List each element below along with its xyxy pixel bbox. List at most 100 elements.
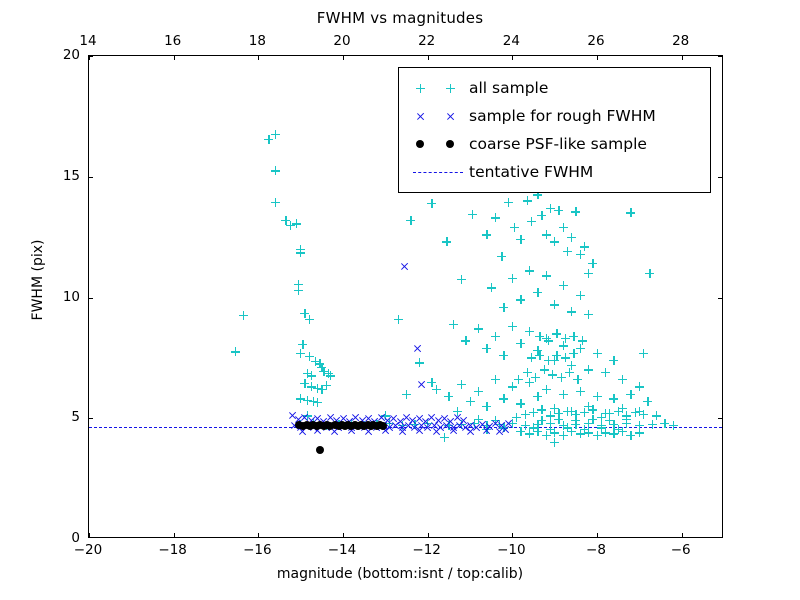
data-point-plus xyxy=(270,166,280,176)
legend-item[interactable]: coarse PSF-like sample xyxy=(407,130,700,158)
data-point-plus xyxy=(560,353,570,363)
data-point-cross xyxy=(353,421,362,430)
x-tick-label-bottom: −6 xyxy=(670,542,691,558)
data-point-cross xyxy=(364,414,373,423)
data-point-plus xyxy=(321,420,331,430)
x-tick-label-bottom: −18 xyxy=(158,542,187,558)
data-point-plus xyxy=(482,420,492,430)
data-point-dot xyxy=(330,421,339,430)
x-tick-bottom xyxy=(681,533,683,537)
data-point-plus xyxy=(634,420,644,430)
data-point-plus xyxy=(550,428,560,438)
data-point-plus xyxy=(302,395,312,405)
y-tick xyxy=(89,176,93,178)
data-point-plus xyxy=(304,352,314,362)
page-title: FWHM vs magnitudes xyxy=(316,9,484,27)
data-point-plus xyxy=(600,408,610,418)
x-tick-label-top: 16 xyxy=(164,33,182,49)
x-tick-label-top: 14 xyxy=(79,33,97,49)
data-point-plus xyxy=(285,220,295,230)
data-point-plus xyxy=(482,343,492,353)
data-point-plus xyxy=(507,273,517,283)
data-point-cross xyxy=(300,413,309,422)
legend-item[interactable]: all sample xyxy=(407,74,700,102)
data-point-plus xyxy=(550,404,560,414)
data-point-plus xyxy=(359,420,369,430)
data-point-plus xyxy=(486,283,496,293)
data-point-plus xyxy=(465,396,475,406)
y-tick xyxy=(89,418,93,420)
data-point-cross xyxy=(298,427,307,436)
data-point-plus xyxy=(306,371,316,381)
data-point-plus xyxy=(550,237,560,247)
data-point-cross xyxy=(326,413,335,422)
data-point-plus xyxy=(634,428,644,438)
data-point-plus xyxy=(634,382,644,392)
data-point-plus xyxy=(406,215,416,225)
data-point-cross xyxy=(400,262,409,271)
data-point-plus xyxy=(592,392,602,401)
data-point-plus xyxy=(524,326,534,336)
data-point-plus xyxy=(522,196,532,206)
data-point-plus xyxy=(302,411,312,421)
data-point-plus xyxy=(448,319,458,329)
data-point-plus xyxy=(617,404,627,414)
data-point-cross xyxy=(408,416,417,425)
data-point-plus xyxy=(558,280,568,290)
data-point-plus xyxy=(490,416,500,426)
data-point-plus xyxy=(296,348,306,358)
legend-item[interactable]: sample for rough FWHM xyxy=(407,102,700,130)
data-point-plus xyxy=(605,416,615,426)
legend-marker-plus-icon xyxy=(407,78,469,98)
data-point-plus xyxy=(300,308,310,318)
data-point-plus xyxy=(442,237,452,247)
data-point-plus xyxy=(643,396,653,406)
legend-item[interactable]: tentative FWHM xyxy=(407,158,700,186)
data-point-dot xyxy=(376,421,385,429)
x-tick-label-top: 20 xyxy=(333,33,351,49)
legend-label: coarse PSF-like sample xyxy=(469,135,647,153)
data-point-plus xyxy=(584,268,594,278)
data-point-plus xyxy=(596,420,606,430)
data-point-plus xyxy=(552,329,562,339)
data-point-plus xyxy=(567,406,577,416)
data-point-plus xyxy=(562,406,572,416)
data-point-plus xyxy=(579,242,589,252)
legend-cross-icon xyxy=(446,112,455,121)
data-point-plus xyxy=(592,348,602,358)
data-point-cross xyxy=(497,421,506,430)
x-tick-bottom xyxy=(258,533,260,537)
data-point-cross xyxy=(389,414,398,423)
data-point-plus xyxy=(609,429,619,439)
data-point-plus xyxy=(444,420,454,430)
data-point-plus xyxy=(298,340,308,350)
data-point-cross xyxy=(345,417,354,426)
data-point-plus xyxy=(402,389,411,399)
data-point-plus xyxy=(397,420,407,430)
data-point-plus xyxy=(323,369,333,379)
data-point-plus xyxy=(302,369,312,379)
data-point-cross xyxy=(495,427,504,436)
data-point-plus xyxy=(531,372,541,382)
y-tick-label: 10 xyxy=(62,288,80,305)
data-point-plus xyxy=(558,341,568,351)
data-point-plus xyxy=(543,336,553,346)
data-point-plus xyxy=(239,311,249,321)
data-point-plus xyxy=(499,394,509,404)
data-point-plus xyxy=(509,222,519,232)
data-point-plus xyxy=(562,423,572,433)
data-point-plus xyxy=(548,370,558,380)
x-tick-label-bottom: −10 xyxy=(497,542,526,558)
data-point-plus xyxy=(588,405,598,415)
data-point-plus xyxy=(584,428,594,438)
data-point-cross xyxy=(423,423,432,432)
data-point-plus xyxy=(579,407,589,417)
data-point-dot xyxy=(294,421,303,429)
data-point-plus xyxy=(543,355,553,365)
legend-plus-icon xyxy=(445,83,455,93)
data-point-plus xyxy=(516,235,526,245)
data-point-plus xyxy=(529,423,538,433)
data-point-cross xyxy=(309,423,318,432)
data-point-cross xyxy=(391,421,400,430)
